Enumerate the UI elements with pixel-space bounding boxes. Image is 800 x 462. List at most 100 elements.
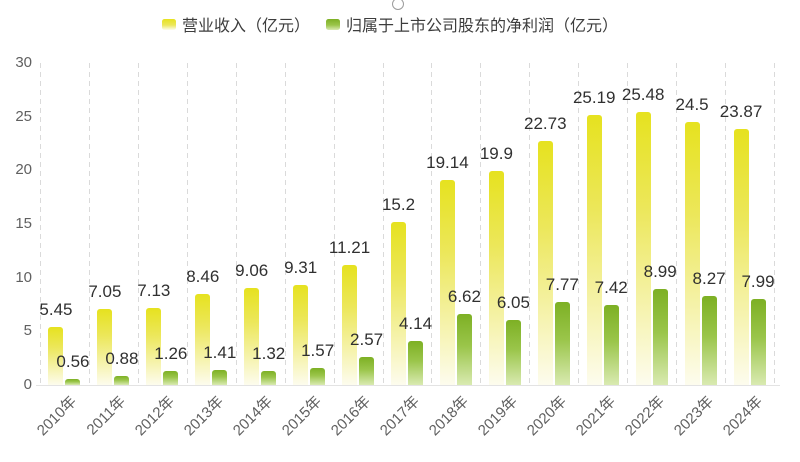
revenue-bar: [244, 287, 260, 385]
net-profit-bar: [701, 296, 717, 385]
revenue-value-label: 23.87: [719, 101, 763, 121]
x-axis-tick-label: 2022年: [621, 393, 668, 440]
x-axis-tick-label: 2023年: [670, 393, 717, 440]
circle-outline-icon: [392, 0, 404, 10]
x-axis-tick-label: 2016年: [327, 393, 375, 440]
revenue-bar: [684, 122, 700, 385]
vertical-gridline: [578, 63, 580, 385]
revenue-bar: [390, 221, 406, 385]
x-axis-tick-label: 2019年: [474, 393, 521, 440]
revenue-bar: [195, 294, 211, 385]
net-profit-bar: [750, 299, 766, 385]
y-axis-tick-label: 25: [15, 107, 32, 125]
vertical-gridline: [235, 63, 237, 385]
x-axis-tick-label: 2020年: [523, 393, 570, 440]
chart-legend: 营业收入（亿元） 归属于上市公司股东的净利润（亿元）: [162, 12, 618, 36]
revenue-legend-label: 营业收入（亿元）: [182, 18, 311, 35]
net-profit-value-label: 7.42: [594, 278, 628, 298]
net-profit-bar: [456, 313, 472, 385]
vertical-gridline: [333, 63, 335, 385]
revenue-bar: [146, 308, 162, 385]
net-profit-value-label: 7.99: [741, 272, 775, 292]
x-axis-line: [36, 385, 780, 386]
net-profit-bar: [603, 305, 619, 385]
revenue-value-label: 15.2: [381, 194, 416, 214]
net-profit-bar: [652, 288, 668, 385]
y-axis-tick-label: 30: [15, 54, 32, 71]
net-profit-bar: [114, 375, 130, 385]
revenue-bar: [439, 179, 455, 385]
vertical-gridline: [431, 63, 433, 385]
y-axis-tick-label: 15: [15, 215, 32, 232]
revenue-value-label: 19.14: [426, 152, 469, 172]
revenue-value-label: 7.13: [137, 281, 171, 301]
revenue-bar: [488, 171, 504, 385]
vertical-gridline: [676, 63, 678, 385]
net-profit-value-label: 8.27: [692, 269, 726, 289]
net-profit-value-label: 1.32: [252, 343, 286, 363]
net-profit-bar: [407, 340, 423, 385]
revenue-value-label: 25.19: [572, 87, 616, 107]
net-profit-value-label: 6.05: [496, 293, 530, 313]
x-axis-tick-label: 2015年: [278, 393, 326, 440]
revenue-value-label: 25.48: [621, 84, 665, 104]
vertical-gridline: [137, 63, 139, 385]
vertical-gridline: [40, 63, 41, 385]
vertical-gridline: [627, 63, 629, 385]
net-profit-bar: [65, 378, 81, 385]
revenue-bar: [733, 128, 749, 385]
vertical-gridline: [529, 63, 531, 385]
revenue-bar: [342, 264, 358, 385]
revenue-legend-swatch-icon: [162, 18, 176, 30]
revenue-value-label: 11.21: [328, 237, 371, 257]
x-axis-tick-label: 2011年: [83, 393, 130, 439]
revenue-value-label: 19.9: [479, 144, 513, 164]
net-profit-value-label: 2.57: [350, 330, 384, 350]
x-axis-tick-label: 2012年: [132, 393, 179, 440]
revenue-bar: [97, 309, 113, 385]
revenue-value-label: 9.31: [284, 258, 318, 278]
vertical-gridline: [480, 63, 482, 385]
net-profit-bar: [212, 369, 228, 385]
net-profit-legend-label: 归属于上市公司股东的净利润（亿元）: [346, 18, 619, 35]
revenue-value-label: 9.06: [235, 260, 269, 280]
x-axis-tick-label: 2017年: [376, 393, 424, 440]
net-profit-bar: [163, 371, 179, 385]
revenue-value-label: 5.45: [39, 299, 73, 319]
net-profit-bar: [505, 320, 521, 385]
net-profit-value-label: 0.56: [56, 351, 90, 371]
net-profit-value-label: 0.88: [105, 348, 139, 368]
legend-item-net-profit: 归属于上市公司股东的净利润（亿元）: [326, 12, 618, 36]
x-axis-tick-label: 2010年: [34, 393, 81, 440]
y-axis-tick-label: 20: [15, 161, 32, 179]
revenue-bar: [48, 326, 64, 385]
revenue-bar: [537, 141, 553, 385]
net-profit-value-label: 8.99: [643, 261, 677, 281]
revenue-value-label: 24.5: [675, 95, 709, 115]
net-profit-value-label: 1.41: [203, 342, 237, 362]
vertical-gridline: [88, 63, 90, 385]
x-axis-tick-label: 2018年: [425, 393, 472, 440]
revenue-value-label: 7.05: [88, 282, 122, 302]
y-axis-tick-label: 5: [23, 322, 32, 340]
y-axis-tick-label: 10: [15, 268, 32, 286]
net-profit-bar: [310, 368, 326, 385]
net-profit-value-label: 6.62: [447, 286, 481, 306]
x-axis-tick-label: 2021年: [572, 393, 619, 440]
legend-item-revenue: 营业收入（亿元）: [162, 12, 310, 36]
y-axis-tick-label: 0: [23, 376, 32, 393]
x-axis-tick-label: 2014年: [229, 393, 277, 440]
vertical-gridline: [773, 63, 775, 385]
net-profit-value-label: 1.57: [301, 341, 335, 361]
vertical-gridline: [186, 63, 188, 385]
revenue-bar: [635, 111, 651, 385]
net-profit-bar: [554, 301, 570, 385]
revenue-bar: [586, 114, 602, 385]
net-profit-value-label: 4.14: [398, 313, 433, 333]
vertical-gridline: [284, 63, 286, 385]
net-profit-bar: [261, 370, 277, 385]
x-axis-tick-label: 2024年: [719, 393, 766, 440]
net-profit-value-label: 1.26: [154, 344, 188, 364]
